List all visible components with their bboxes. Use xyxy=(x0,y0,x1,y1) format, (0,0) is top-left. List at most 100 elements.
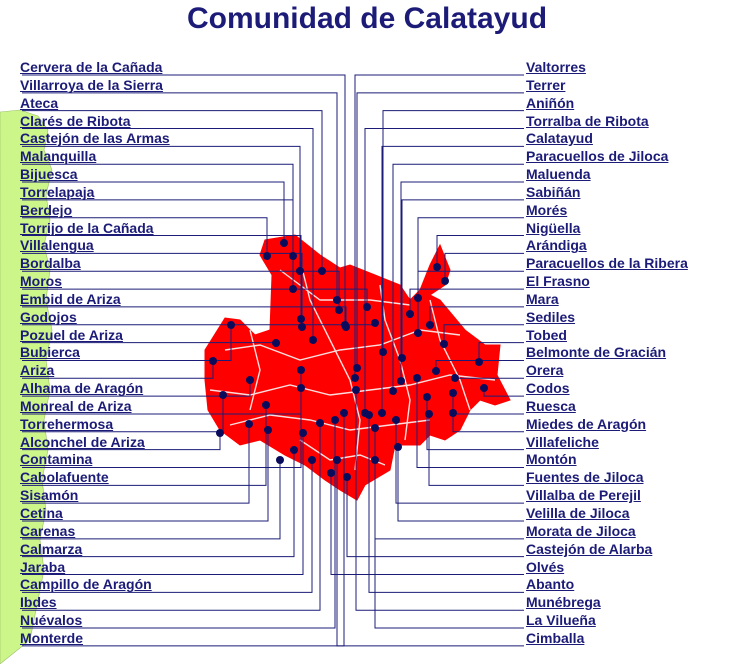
label-velilla-de-jiloca[interactable]: Velilla de Jiloca xyxy=(526,505,630,521)
label-codos[interactable]: Codos xyxy=(526,380,570,397)
dot-ibdes[interactable] xyxy=(316,419,324,427)
dot-torrelapaja[interactable] xyxy=(289,285,297,293)
dot-villafeliche[interactable] xyxy=(423,393,431,401)
dot-terrer[interactable] xyxy=(353,364,361,372)
dot-paracuellos-de-la-ribera[interactable] xyxy=(414,294,422,302)
dot-ateca[interactable] xyxy=(318,267,326,275)
dot-niguella[interactable] xyxy=(433,263,441,271)
label-villalengua[interactable]: Villalengua xyxy=(20,237,94,254)
label-castejon-de-las-armas[interactable]: Castejón de las Armas xyxy=(20,130,170,147)
label-sisamon[interactable]: Sisamón xyxy=(20,487,79,504)
dot-torrehermosa[interactable] xyxy=(219,391,227,399)
label-torrehermosa[interactable]: Torrehermosa xyxy=(20,415,114,432)
label-monreal-de-ariza[interactable]: Monreal de Ariza xyxy=(20,397,132,414)
label-bijuesca[interactable]: Bijuesca xyxy=(20,166,78,183)
dot-moros[interactable] xyxy=(363,303,371,311)
dot-pozuel-de-ariza[interactable] xyxy=(272,339,280,347)
dot-monterde[interactable] xyxy=(340,409,348,417)
label-contamina[interactable]: Contamina xyxy=(20,451,93,468)
label-abanto[interactable]: Abanto xyxy=(526,576,575,593)
dot-miedes-de-aragon[interactable] xyxy=(449,409,457,417)
dot-jaraba[interactable] xyxy=(299,429,307,437)
dot-torrijo-de-la-canada[interactable] xyxy=(297,315,305,323)
label-ibdes[interactable]: Ibdes xyxy=(20,594,57,611)
label-belmonte-de-gracian[interactable]: Belmonte de Gracián xyxy=(526,344,667,361)
label-tobed[interactable]: Tobed xyxy=(526,326,567,343)
label-mara[interactable]: Mara xyxy=(526,290,559,307)
label-terrer[interactable]: Terrer xyxy=(526,76,566,93)
label-pozuel-de-ariza[interactable]: Pozuel de Ariza xyxy=(20,326,123,343)
label-fuentes-de-jiloca[interactable]: Fuentes de Jiloca xyxy=(526,469,644,486)
label-el-frasno[interactable]: El Frasno xyxy=(526,273,590,290)
label-torrelapaja[interactable]: Torrelapaja xyxy=(20,183,95,200)
label-miedes-de-aragon[interactable]: Miedes de Aragón xyxy=(526,415,647,432)
dot-ariza[interactable] xyxy=(209,357,217,365)
label-embid-de-ariza[interactable]: Embid de Ariza xyxy=(20,290,121,307)
dot-monreal-de-ariza[interactable] xyxy=(297,366,305,374)
dot-cabolafuente[interactable] xyxy=(262,401,270,409)
dot-contamina[interactable] xyxy=(297,384,305,392)
label-niguella[interactable]: Nigüella xyxy=(526,219,581,236)
dot-campillo-de-aragon[interactable] xyxy=(308,456,316,464)
label-malanquilla[interactable]: Malanquilla xyxy=(20,148,97,165)
label-godojos[interactable]: Godojos xyxy=(20,308,77,325)
dot-la-viluena[interactable] xyxy=(371,424,379,432)
label-bordalba[interactable]: Bordalba xyxy=(20,255,81,272)
label-ruesca[interactable]: Ruesca xyxy=(526,397,576,414)
dot-calatayud[interactable] xyxy=(378,409,386,417)
label-sabinan[interactable]: Sabiñán xyxy=(526,183,581,200)
label-monton[interactable]: Montón xyxy=(526,451,577,468)
label-calatayud[interactable]: Calatayud xyxy=(526,130,593,147)
dot-villarroya-de-la-sierra[interactable] xyxy=(333,296,341,304)
label-ariza[interactable]: Ariza xyxy=(20,362,55,379)
label-sediles[interactable]: Sediles xyxy=(526,308,576,325)
label-orera[interactable]: Orera xyxy=(526,362,564,379)
label-munebrega[interactable]: Munébrega xyxy=(526,594,601,611)
dot-aninon[interactable] xyxy=(379,348,387,356)
label-morata-de-jiloca[interactable]: Morata de Jiloca xyxy=(526,522,636,539)
dot-paracuellos-de-jiloca[interactable] xyxy=(389,387,397,395)
dot-velilla-de-jiloca[interactable] xyxy=(394,443,402,451)
label-torrijo-de-la-canada[interactable]: Torrijo de la Cañada xyxy=(20,219,154,236)
label-valtorres[interactable]: Valtorres xyxy=(526,59,586,75)
dot-morata-de-jiloca[interactable] xyxy=(371,456,379,464)
dot-berdejo[interactable] xyxy=(263,252,271,260)
label-cabolafuente[interactable]: Cabolafuente xyxy=(20,469,109,486)
dot-castejon-de-alarba[interactable] xyxy=(343,473,351,481)
dot-mores[interactable] xyxy=(414,329,422,337)
label-villafeliche[interactable]: Villafeliche xyxy=(526,433,599,450)
label-berdejo[interactable]: Berdejo xyxy=(20,201,73,218)
dot-cimballa[interactable] xyxy=(333,456,341,464)
dot-clares-de-ribota[interactable] xyxy=(309,336,317,344)
label-arandiga[interactable]: Arándiga xyxy=(526,237,587,254)
dot-orera[interactable] xyxy=(451,374,459,382)
dot-munebrega[interactable] xyxy=(352,386,360,394)
label-villalba-de-perejil[interactable]: Villalba de Perejil xyxy=(526,487,641,504)
label-clares-de-ribota[interactable]: Clarés de Ribota xyxy=(20,112,131,129)
dot-sediles[interactable] xyxy=(440,340,448,348)
label-torralba-de-ribota[interactable]: Torralba de Ribota xyxy=(526,112,649,129)
dot-monton[interactable] xyxy=(413,374,421,382)
dot-valtorres[interactable] xyxy=(351,374,359,382)
dot-alhama-de-aragon[interactable] xyxy=(246,376,254,384)
label-moros[interactable]: Moros xyxy=(20,273,62,290)
dot-mara[interactable] xyxy=(426,321,434,329)
label-ateca[interactable]: Ateca xyxy=(20,94,59,111)
dot-villalba-de-perejil[interactable] xyxy=(392,416,400,424)
label-maluenda[interactable]: Maluenda xyxy=(526,166,591,183)
dot-nuevalos[interactable] xyxy=(331,416,339,424)
label-alhama-de-aragon[interactable]: Alhama de Aragón xyxy=(20,380,144,397)
label-cimballa[interactable]: Cimballa xyxy=(526,629,585,646)
dot-castejon-de-las-armas[interactable] xyxy=(296,267,304,275)
dot-villalengua[interactable] xyxy=(298,323,306,331)
label-monterde[interactable]: Monterde xyxy=(20,629,83,646)
label-jaraba[interactable]: Jaraba xyxy=(20,558,66,575)
dot-bordalba[interactable] xyxy=(335,306,343,314)
dot-bubierca[interactable] xyxy=(227,321,235,329)
dot-arandiga[interactable] xyxy=(441,277,449,285)
dot-cetina[interactable] xyxy=(264,426,272,434)
label-nuevalos[interactable]: Nuévalos xyxy=(20,612,83,629)
label-villarroya-de-la-sierra[interactable]: Villarroya de la Sierra xyxy=(20,76,163,93)
dot-alconchel-de-ariza[interactable] xyxy=(216,429,224,437)
label-cervera-de-la-canada[interactable]: Cervera de la Cañada xyxy=(20,59,163,75)
